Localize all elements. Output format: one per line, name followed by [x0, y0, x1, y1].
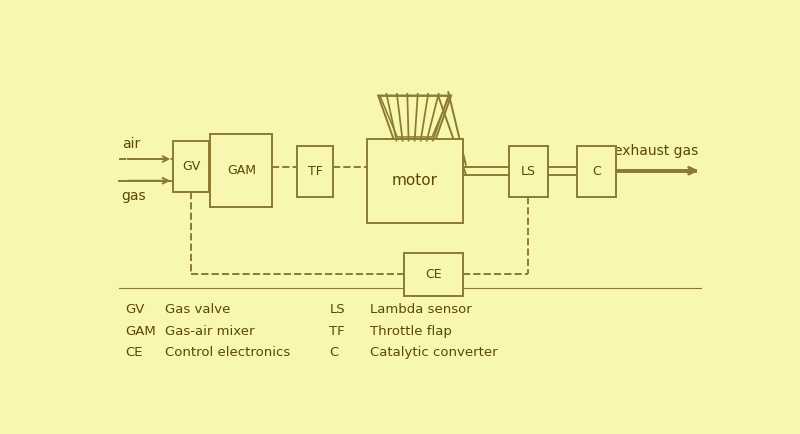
Text: Catalytic converter: Catalytic converter	[370, 346, 498, 359]
Text: LS: LS	[521, 165, 536, 178]
Text: motor: motor	[392, 173, 438, 188]
Text: exhaust gas: exhaust gas	[614, 144, 698, 158]
Text: TF: TF	[308, 165, 322, 178]
Polygon shape	[378, 95, 451, 139]
Text: GAM: GAM	[227, 164, 256, 177]
Text: Control electronics: Control electronics	[165, 346, 290, 359]
Text: GV: GV	[182, 160, 200, 173]
Text: CE: CE	[425, 268, 442, 281]
Text: air: air	[122, 137, 140, 151]
Text: gas: gas	[122, 189, 146, 203]
Text: GV: GV	[125, 303, 144, 316]
Bar	[297, 146, 333, 197]
Text: Gas valve: Gas valve	[165, 303, 230, 316]
Bar	[210, 134, 272, 207]
Text: Throttle flap: Throttle flap	[370, 325, 451, 338]
Text: Gas-air mixer: Gas-air mixer	[165, 325, 254, 338]
Text: C: C	[592, 165, 601, 178]
Bar	[366, 139, 462, 223]
Bar	[173, 141, 209, 192]
Text: C: C	[330, 346, 338, 359]
Text: TF: TF	[330, 325, 345, 338]
Bar	[404, 253, 462, 296]
Text: GAM: GAM	[125, 325, 155, 338]
Text: CE: CE	[125, 346, 142, 359]
Text: Lambda sensor: Lambda sensor	[370, 303, 471, 316]
Bar	[510, 146, 548, 197]
Polygon shape	[380, 96, 450, 137]
Bar	[578, 146, 616, 197]
Text: LS: LS	[330, 303, 345, 316]
